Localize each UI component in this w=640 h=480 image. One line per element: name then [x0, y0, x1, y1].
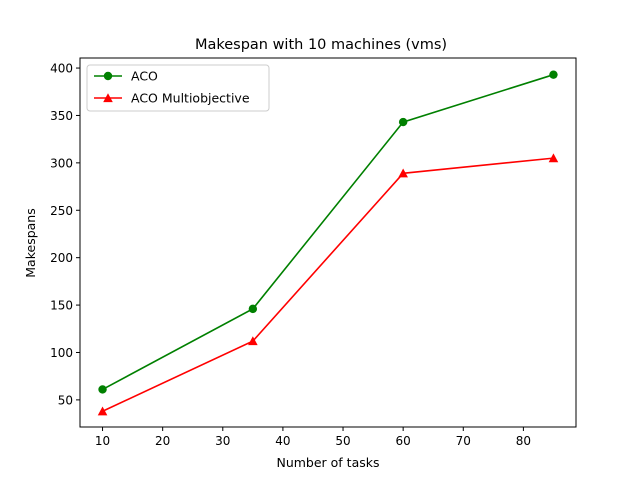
x-tick-label: 60 [396, 434, 411, 448]
y-tick-label: 100 [50, 346, 73, 360]
y-tick-label: 200 [50, 251, 73, 265]
series-aco-multiobjective [97, 153, 559, 416]
y-tick-label: 350 [50, 109, 73, 123]
data-point-aco [98, 385, 107, 394]
y-tick-label: 50 [58, 393, 73, 407]
data-point-aco-multiobjective [548, 153, 559, 163]
x-tick-label: 70 [456, 434, 471, 448]
data-point-aco [248, 304, 258, 314]
series-line-aco [102, 73, 554, 391]
legend-item-aco-multiobjective: ACO Multiobjective [94, 91, 250, 106]
legend: ACO ACO Multiobjective [86, 64, 270, 112]
legend-marker [103, 71, 113, 81]
x-axis-label: Number of tasks [276, 455, 379, 470]
x-axis: 10 20 30 40 50 60 70 80 [95, 427, 531, 448]
data-point-aco-multiobjective [248, 336, 258, 346]
series-line-aco-multiobjective [102, 157, 554, 412]
data-point-aco [549, 70, 558, 79]
legend-label: ACO Multiobjective [131, 91, 250, 106]
plot-area [79, 57, 577, 428]
x-tick-label: 30 [215, 434, 230, 448]
y-axis: 50 100 150 200 250 300 350 400 [50, 62, 80, 407]
x-tick-label: 40 [275, 434, 290, 448]
x-tick-label: 20 [155, 434, 170, 448]
legend-box [86, 64, 270, 112]
legend-item-aco: ACO [94, 69, 158, 84]
series-aco [98, 70, 558, 394]
plot-frame [79, 57, 577, 428]
series-layer [97, 70, 559, 416]
x-tick-label: 50 [335, 434, 350, 448]
y-tick-label: 300 [50, 156, 73, 170]
y-tick-label: 400 [50, 62, 73, 76]
legend-label: ACO [131, 69, 158, 84]
y-axis-label: Makespans [23, 208, 38, 277]
y-tick-label: 250 [50, 204, 73, 218]
data-point-aco-multiobjective [398, 168, 408, 178]
x-tick-label: 80 [516, 434, 531, 448]
legend-marker [103, 93, 113, 103]
y-tick-label: 150 [50, 299, 73, 313]
data-point-aco [398, 117, 408, 127]
chart-title: Makespan with 10 machines (vms) [195, 37, 447, 53]
x-tick-label: 10 [95, 434, 110, 448]
data-point-aco-multiobjective [97, 406, 108, 416]
